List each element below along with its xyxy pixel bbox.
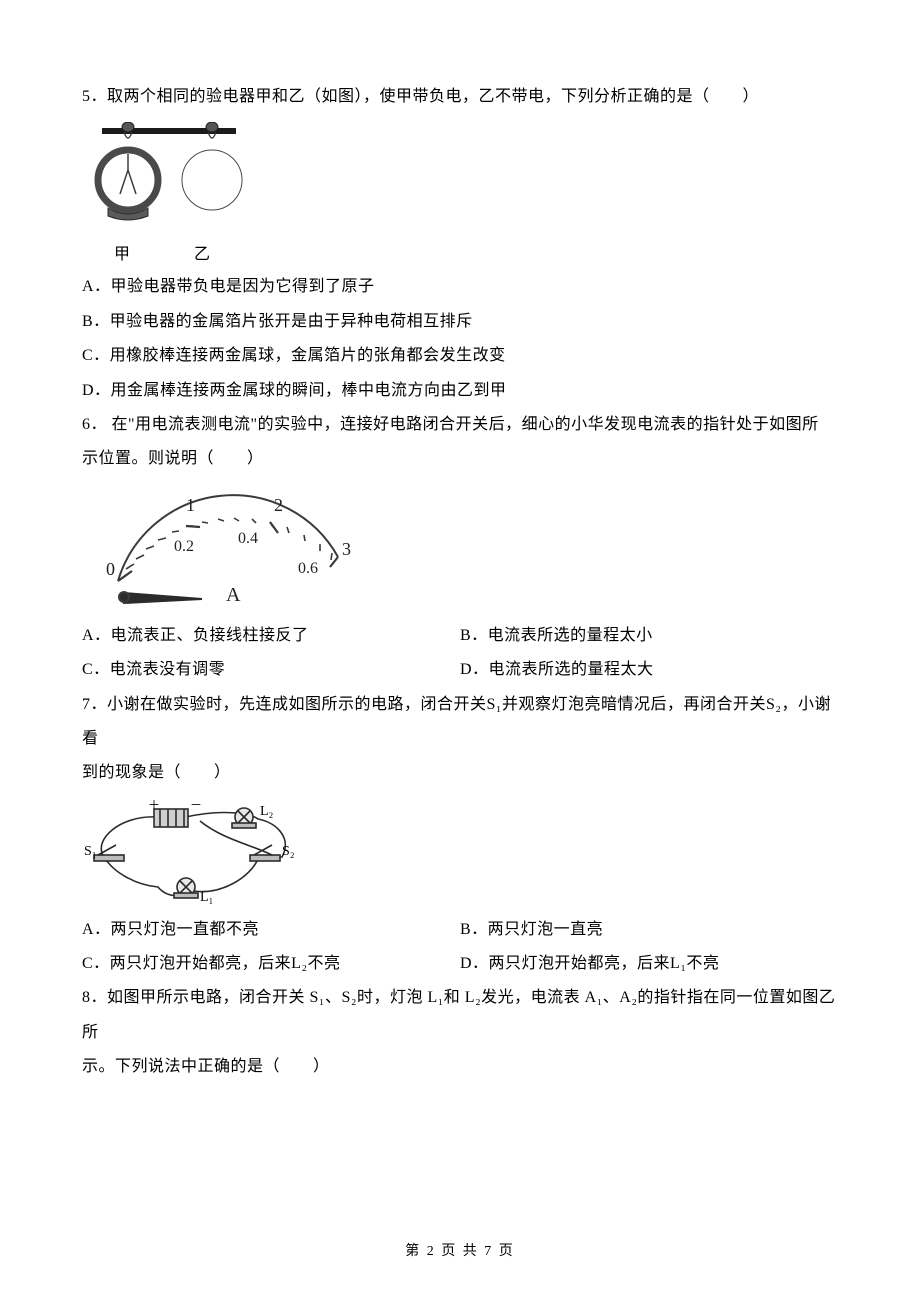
- circuit-label-s1: S₁: [84, 844, 97, 859]
- q7-stem-1: 7．小谢在做实验时，先连成如图所示的电路，闭合开关S₁并观察灯泡亮暗情况后，再闭…: [82, 688, 838, 757]
- electroscope-left: [98, 122, 158, 220]
- svg-text:－: －: [190, 799, 202, 812]
- q7-opts-row1: A．两只灯泡一直都不亮 B．两只灯泡一直亮: [82, 913, 838, 947]
- page-footer: 第 2 页 共 7 页: [0, 1240, 920, 1260]
- ammeter-unit: A: [226, 584, 241, 606]
- q5-figure-labels: 甲 乙: [82, 240, 248, 264]
- q6-opts-row1: A．电流表正、负接线柱接反了 B．电流表所选的量程太小: [82, 619, 838, 653]
- svg-text:＋: ＋: [148, 799, 160, 812]
- q5-opt-b: B．甲验电器的金属箔片张开是由于异种电荷相互排斥: [82, 305, 838, 339]
- q8-stem-1: 8．如图甲所示电路，闭合开关 S₁、S₂时，灯泡 L₁和 L₂发光，电流表 A₁…: [82, 981, 838, 1050]
- q6-opt-c: C．电流表没有调零: [82, 653, 460, 687]
- q8-stem-2: 示。下列说法中正确的是（ ）: [82, 1050, 838, 1084]
- q5-opt-d: D．用金属棒连接两金属球的瞬间，棒中电流方向由乙到甲: [82, 374, 838, 408]
- q6-opt-a: A．电流表正、负接线柱接反了: [82, 619, 460, 653]
- ammeter-tick-0: 0: [106, 559, 115, 579]
- circuit-label-s2: S₂: [282, 844, 295, 859]
- q5-label-left: 甲: [114, 240, 130, 264]
- q6-opts-row2: C．电流表没有调零 D．电流表所选的量程太大: [82, 653, 838, 687]
- ammeter-tick-2: 2: [274, 495, 283, 515]
- q5-label-right: 乙: [194, 240, 210, 264]
- electroscope-right: [182, 122, 242, 210]
- q7-stem-2: 到的现象是（ ）: [82, 756, 838, 790]
- q7-opt-c: C．两只灯泡开始都亮，后来L₂不亮: [82, 947, 460, 981]
- q6-stem-2: 示位置。则说明（ ）: [82, 442, 838, 476]
- q6-stem-1: 6． 在"用电流表测电流"的实验中，连接好电路闭合开关后，细心的小华发现电流表的…: [82, 408, 838, 442]
- q5-opt-c: C．用橡胶棒连接两金属球，金属箔片的张角都会发生改变: [82, 339, 838, 373]
- q7-figure: S₁ S₂ L₂ L₁ ＋ －: [82, 791, 838, 913]
- page-root: 5．取两个相同的验电器甲和乙（如图），使甲带负电，乙不带电，下列分析正确的是（ …: [0, 0, 920, 1302]
- ammeter-tick-3: 3: [342, 539, 351, 559]
- q7-opt-d: D．两只灯泡开始都亮，后来L₁不亮: [460, 947, 838, 981]
- q6-opt-d: D．电流表所选的量程太大: [460, 653, 838, 687]
- ammeter-tick-1: 1: [186, 495, 195, 515]
- circuit-label-l1: L₁: [200, 890, 213, 905]
- q7-opt-a: A．两只灯泡一直都不亮: [82, 913, 460, 947]
- circuit-label-l2: L₂: [260, 804, 274, 819]
- q6-opt-b: B．电流表所选的量程太小: [460, 619, 838, 653]
- q5-stem: 5．取两个相同的验电器甲和乙（如图），使甲带负电，乙不带电，下列分析正确的是（ …: [82, 80, 838, 114]
- q5-opt-a: A．甲验电器带负电是因为它得到了原子: [82, 270, 838, 304]
- q6-figure: 0 1 2 3 0.2 0.4 0.6 A: [82, 477, 838, 619]
- ammeter-tick-02: 0.2: [174, 538, 194, 555]
- q7-opt-b: B．两只灯泡一直亮: [460, 913, 838, 947]
- q5-figure: 甲 乙: [82, 114, 838, 270]
- ammeter-tick-06: 0.6: [298, 560, 318, 577]
- q7-opts-row2: C．两只灯泡开始都亮，后来L₂不亮 D．两只灯泡开始都亮，后来L₁不亮: [82, 947, 838, 981]
- ammeter-tick-04: 0.4: [238, 530, 258, 547]
